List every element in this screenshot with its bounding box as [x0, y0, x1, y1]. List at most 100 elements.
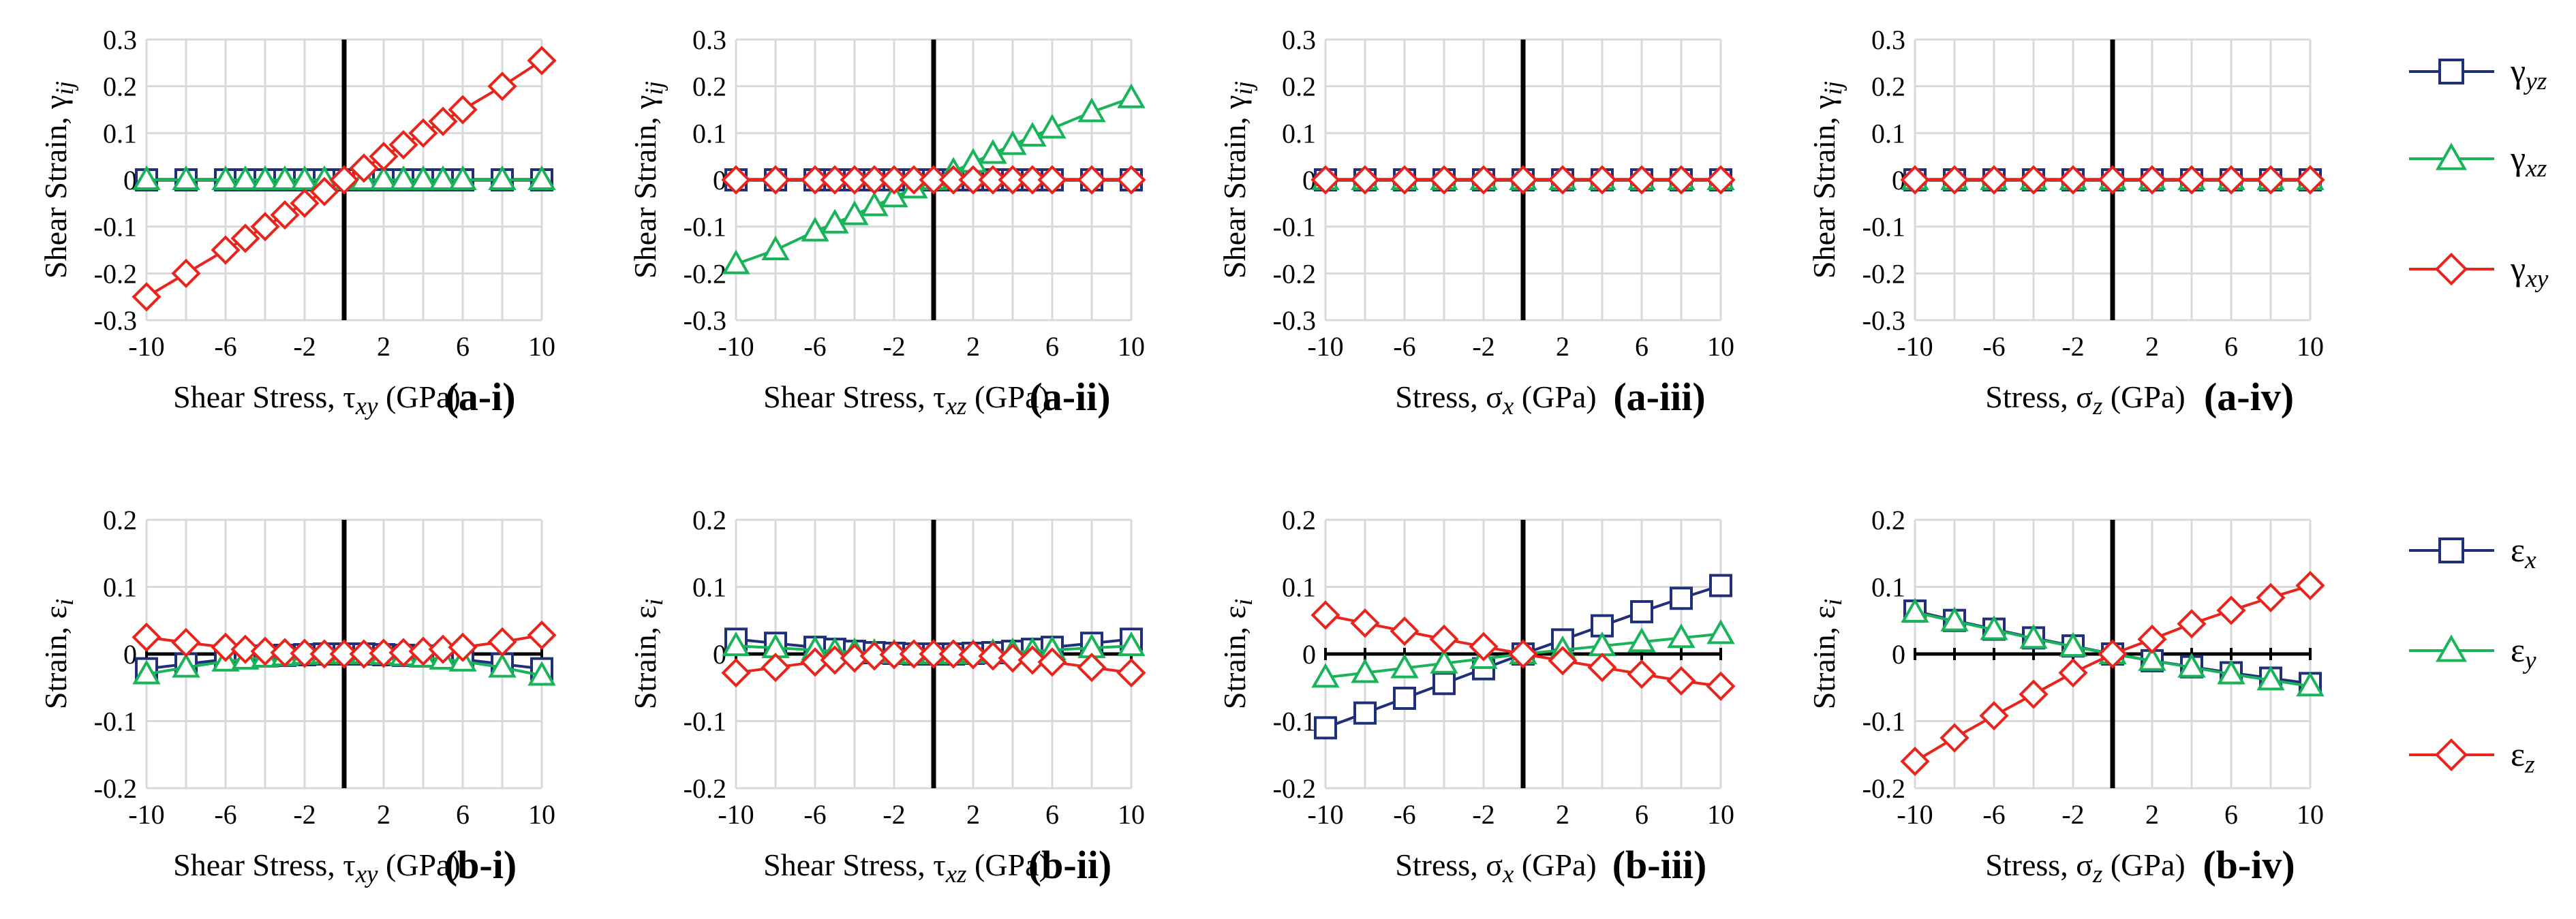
- x-tick-label: 2: [377, 799, 390, 830]
- x-tick-label: -6: [214, 799, 236, 830]
- x-tick-label: -2: [883, 331, 905, 362]
- y-tick-label: 0: [713, 639, 726, 670]
- x-tick-label: 6: [1045, 331, 1059, 362]
- data-point-diamond: [2216, 595, 2246, 625]
- panel-label: (a-i): [445, 375, 515, 419]
- x-tick-label: 2: [1556, 331, 1569, 362]
- y-tick-label: 0: [1302, 165, 1316, 196]
- y-axis-label: Shear Strain, γij: [1217, 81, 1257, 279]
- data-point-square: [1709, 574, 1732, 597]
- data-point-square: [1314, 716, 1337, 740]
- data-point-diamond: [132, 282, 162, 312]
- data-point-diamond: [2177, 609, 2207, 639]
- x-tick-label: -2: [2061, 799, 2084, 830]
- data-point-diamond: [448, 95, 478, 125]
- data-point-triangle: [1430, 649, 1458, 674]
- x-tick-label: -10: [1307, 799, 1343, 830]
- y-tick-label: 0.2: [692, 505, 726, 535]
- x-tick-label: 6: [456, 799, 470, 830]
- data-point-diamond: [1979, 165, 2009, 195]
- data-point-diamond: [1508, 165, 1538, 195]
- x-tick-label: -2: [883, 799, 905, 830]
- legend-bottom: εx εy εz: [2409, 531, 2536, 779]
- data-point-triangle: [2138, 646, 2166, 671]
- data-point-diamond: [1939, 165, 1969, 195]
- x-tick-label: 6: [1635, 331, 1649, 362]
- data-point-diamond: [879, 165, 909, 195]
- data-point-diamond: [1666, 165, 1696, 195]
- data-point-triangle: [761, 235, 790, 260]
- y-tick-label: 0.1: [103, 572, 137, 603]
- x-tick-label: 10: [1707, 799, 1734, 830]
- data-point-diamond: [1037, 165, 1067, 195]
- x-tick-label: 10: [1707, 331, 1734, 362]
- data-point-triangle: [172, 165, 200, 190]
- data-point-diamond: [1310, 600, 1340, 630]
- y-tick-label: -0.2: [1273, 258, 1316, 289]
- panel-label: (b-i): [444, 843, 517, 887]
- x-tick-label: 6: [1635, 799, 1649, 830]
- data-point-triangle: [1940, 606, 1969, 632]
- data-point-triangle: [2019, 624, 2048, 649]
- data-point-triangle: [2217, 659, 2245, 685]
- data-point-diamond: [1469, 632, 1499, 661]
- y-axis-label: Shear Strain, γij: [628, 81, 668, 279]
- x-axis-label: Shear Stress, τxz (GPa): [763, 379, 1049, 420]
- y-tick-label: -0.2: [1862, 258, 1905, 289]
- data-point-triangle: [979, 139, 1007, 164]
- chart-panel-7: 0.2 0.1 0 -0.1 -0.2-10 -6 -2 2 6 10 Strain, εi Stre…: [1217, 505, 1736, 888]
- data-point-diamond: [899, 165, 929, 195]
- data-point-triangle: [429, 165, 457, 190]
- x-axis-label: Stress, σz (GPa): [1985, 379, 2185, 420]
- data-point-diamond: [958, 165, 988, 195]
- y-tick-label: -0.1: [684, 212, 726, 243]
- data-point-diamond: [2058, 658, 2088, 688]
- x-tick-label: -6: [1982, 799, 2005, 830]
- x-tick-label: -10: [128, 331, 164, 362]
- legend-marker-square: [2438, 59, 2464, 84]
- data-point-diamond: [1548, 165, 1578, 195]
- legend-marker-triangle: [2436, 142, 2467, 170]
- panel-label: (a-iv): [2204, 375, 2294, 419]
- y-tick-label: -0.3: [1862, 305, 1905, 336]
- data-point-diamond: [859, 165, 889, 195]
- x-tick-label: -2: [1472, 331, 1494, 362]
- y-tick-label: 0.1: [103, 118, 137, 149]
- y-tick-label: -0.1: [1273, 212, 1316, 243]
- y-tick-label: 0.1: [692, 572, 726, 603]
- data-point-triangle: [132, 165, 161, 190]
- data-point-triangle: [722, 631, 750, 657]
- data-point-diamond: [1900, 747, 1930, 777]
- x-tick-label: 2: [2145, 331, 2159, 362]
- data-point-diamond: [270, 638, 300, 668]
- legend-label: εy: [2511, 631, 2536, 674]
- y-tick-label: -0.1: [684, 706, 726, 737]
- data-point-diamond: [899, 639, 929, 669]
- y-tick-label: -0.1: [94, 212, 137, 243]
- data-point-diamond: [309, 639, 339, 669]
- data-point-diamond: [1587, 165, 1617, 195]
- data-point-diamond: [1017, 645, 1047, 675]
- y-tick-label: -0.3: [1273, 305, 1316, 336]
- x-axis-label: Stress, σx (GPa): [1395, 847, 1596, 888]
- x-tick-label: 10: [528, 799, 555, 830]
- legend-marker-diamond: [2434, 738, 2468, 772]
- y-tick-label: 0.1: [1282, 572, 1316, 603]
- data-point-diamond: [270, 200, 300, 230]
- data-point-diamond: [349, 153, 379, 183]
- data-point-diamond: [290, 638, 320, 668]
- data-point-diamond: [1548, 646, 1578, 676]
- data-point-triangle: [1351, 658, 1379, 683]
- data-point-diamond: [171, 627, 201, 657]
- data-point-diamond: [369, 638, 399, 668]
- data-point-diamond: [487, 627, 517, 657]
- x-tick-label: -2: [1472, 799, 1494, 830]
- data-point-diamond: [2177, 165, 2207, 195]
- legend-label: εx: [2511, 531, 2536, 574]
- data-point-diamond: [1429, 165, 1459, 195]
- data-point-diamond: [840, 165, 870, 195]
- data-point-diamond: [2058, 165, 2088, 195]
- data-point-diamond: [388, 129, 418, 160]
- y-tick-label: 0.2: [103, 72, 137, 102]
- data-point-diamond: [230, 634, 260, 664]
